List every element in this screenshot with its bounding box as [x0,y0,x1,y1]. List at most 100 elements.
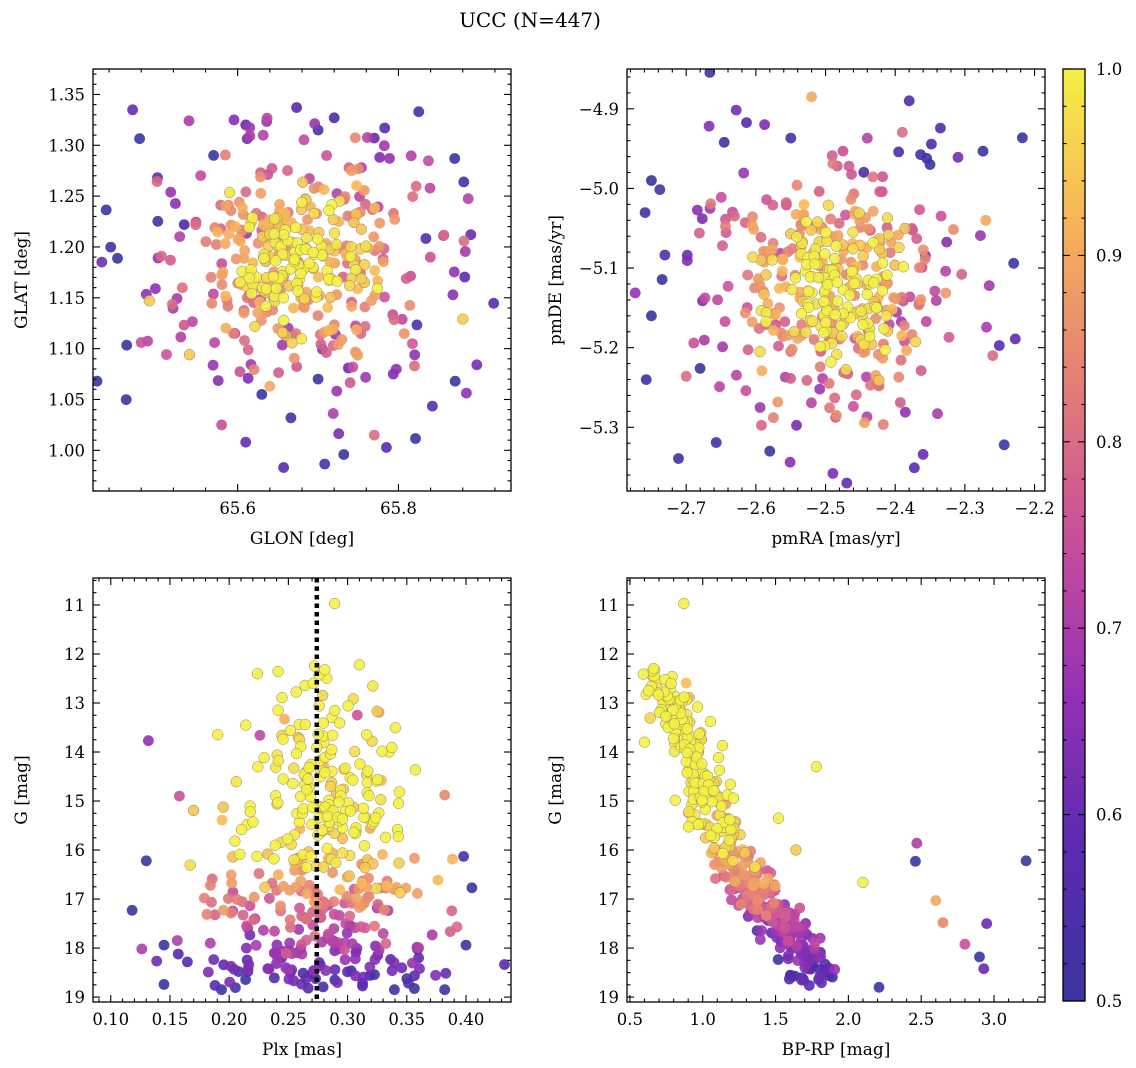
data-point [362,765,374,777]
data-point [299,718,311,731]
data-point [669,794,681,806]
data-point [248,891,260,903]
data-point [715,191,727,203]
data-point [342,700,354,712]
data-point [325,291,337,304]
y-tick-label: 17 [598,890,619,909]
data-point [288,352,300,364]
x-tick-label: 0.30 [329,1010,366,1029]
data-point [216,258,228,269]
data-point [680,677,692,689]
data-point [825,356,837,368]
data-point [876,257,889,269]
data-point [241,920,253,932]
data-point [920,316,932,327]
data-point [317,981,329,993]
data-point [791,941,803,952]
data-point [937,917,949,928]
data-point [121,339,133,351]
data-point [696,758,708,770]
data-point [841,477,853,489]
data-point [239,335,250,346]
data-point [943,331,955,343]
data-point [758,245,769,257]
data-point [310,286,323,298]
data-point [896,126,908,138]
data-point [681,723,693,735]
data-point [312,271,324,283]
data-point [761,910,772,922]
data-point [344,910,356,922]
data-point [205,271,217,283]
x-tick-label: −2.3 [945,499,985,518]
data-point [277,292,290,304]
data-point [974,951,985,963]
data-point [803,301,815,314]
data-point [683,806,695,818]
data-point [348,826,360,838]
data-point [899,320,910,331]
y-tick-label: −5.1 [579,259,619,278]
data-point [200,236,212,248]
data-point [914,204,925,216]
data-point [794,902,806,914]
data-point [330,857,342,869]
data-point [286,337,298,349]
data-point [424,251,436,263]
data-point [727,792,740,804]
data-point [350,264,362,276]
data-point [790,209,802,220]
data-point [336,813,349,825]
data-point [331,385,343,397]
data-point [321,150,332,161]
data-point [339,944,350,955]
data-point [198,892,210,904]
data-point [228,114,240,126]
data-point [320,965,332,976]
data-point [368,429,380,441]
data-point [981,918,993,929]
data-point [432,874,444,886]
data-point [873,981,885,993]
data-point [287,777,299,790]
data-point [255,187,267,199]
colorbar: 0.5 0.6 0.7 0.8 0.9 1.0 [1062,60,1122,1011]
points [637,597,1032,993]
x-axis-label: pmRA [mas/yr] [771,529,900,549]
data-point [861,132,873,144]
data-point [242,963,254,975]
data-point [901,345,912,356]
data-point [948,224,959,235]
data-point [893,241,905,254]
data-point [840,364,852,376]
data-point [692,818,705,831]
data-point [195,170,207,182]
data-point [723,834,735,846]
data-point [151,176,163,187]
data-point [802,285,815,297]
x-tick-label: 2.0 [835,1010,861,1029]
data-point [447,853,458,865]
data-point [458,235,470,247]
data-point [462,193,474,205]
data-point [430,969,441,981]
colorbar-tick-label: 0.9 [1096,246,1122,265]
y-axis-label: pmDE [mas/yr] [546,215,566,345]
data-point [396,962,408,974]
data-point [466,882,478,894]
data-point [278,462,289,473]
data-point [861,371,872,383]
data-point [266,163,278,174]
data-point [344,251,357,263]
data-point [747,211,758,223]
data-point [268,972,280,984]
figure-title: UCC (N=447) [459,8,601,32]
data-point [339,762,351,774]
data-point [878,323,890,335]
data-point [360,371,371,383]
data-point [881,269,893,281]
data-point [328,227,341,239]
data-point [378,140,390,152]
data-point [323,324,335,336]
y-tick-label: 1.10 [48,340,85,359]
